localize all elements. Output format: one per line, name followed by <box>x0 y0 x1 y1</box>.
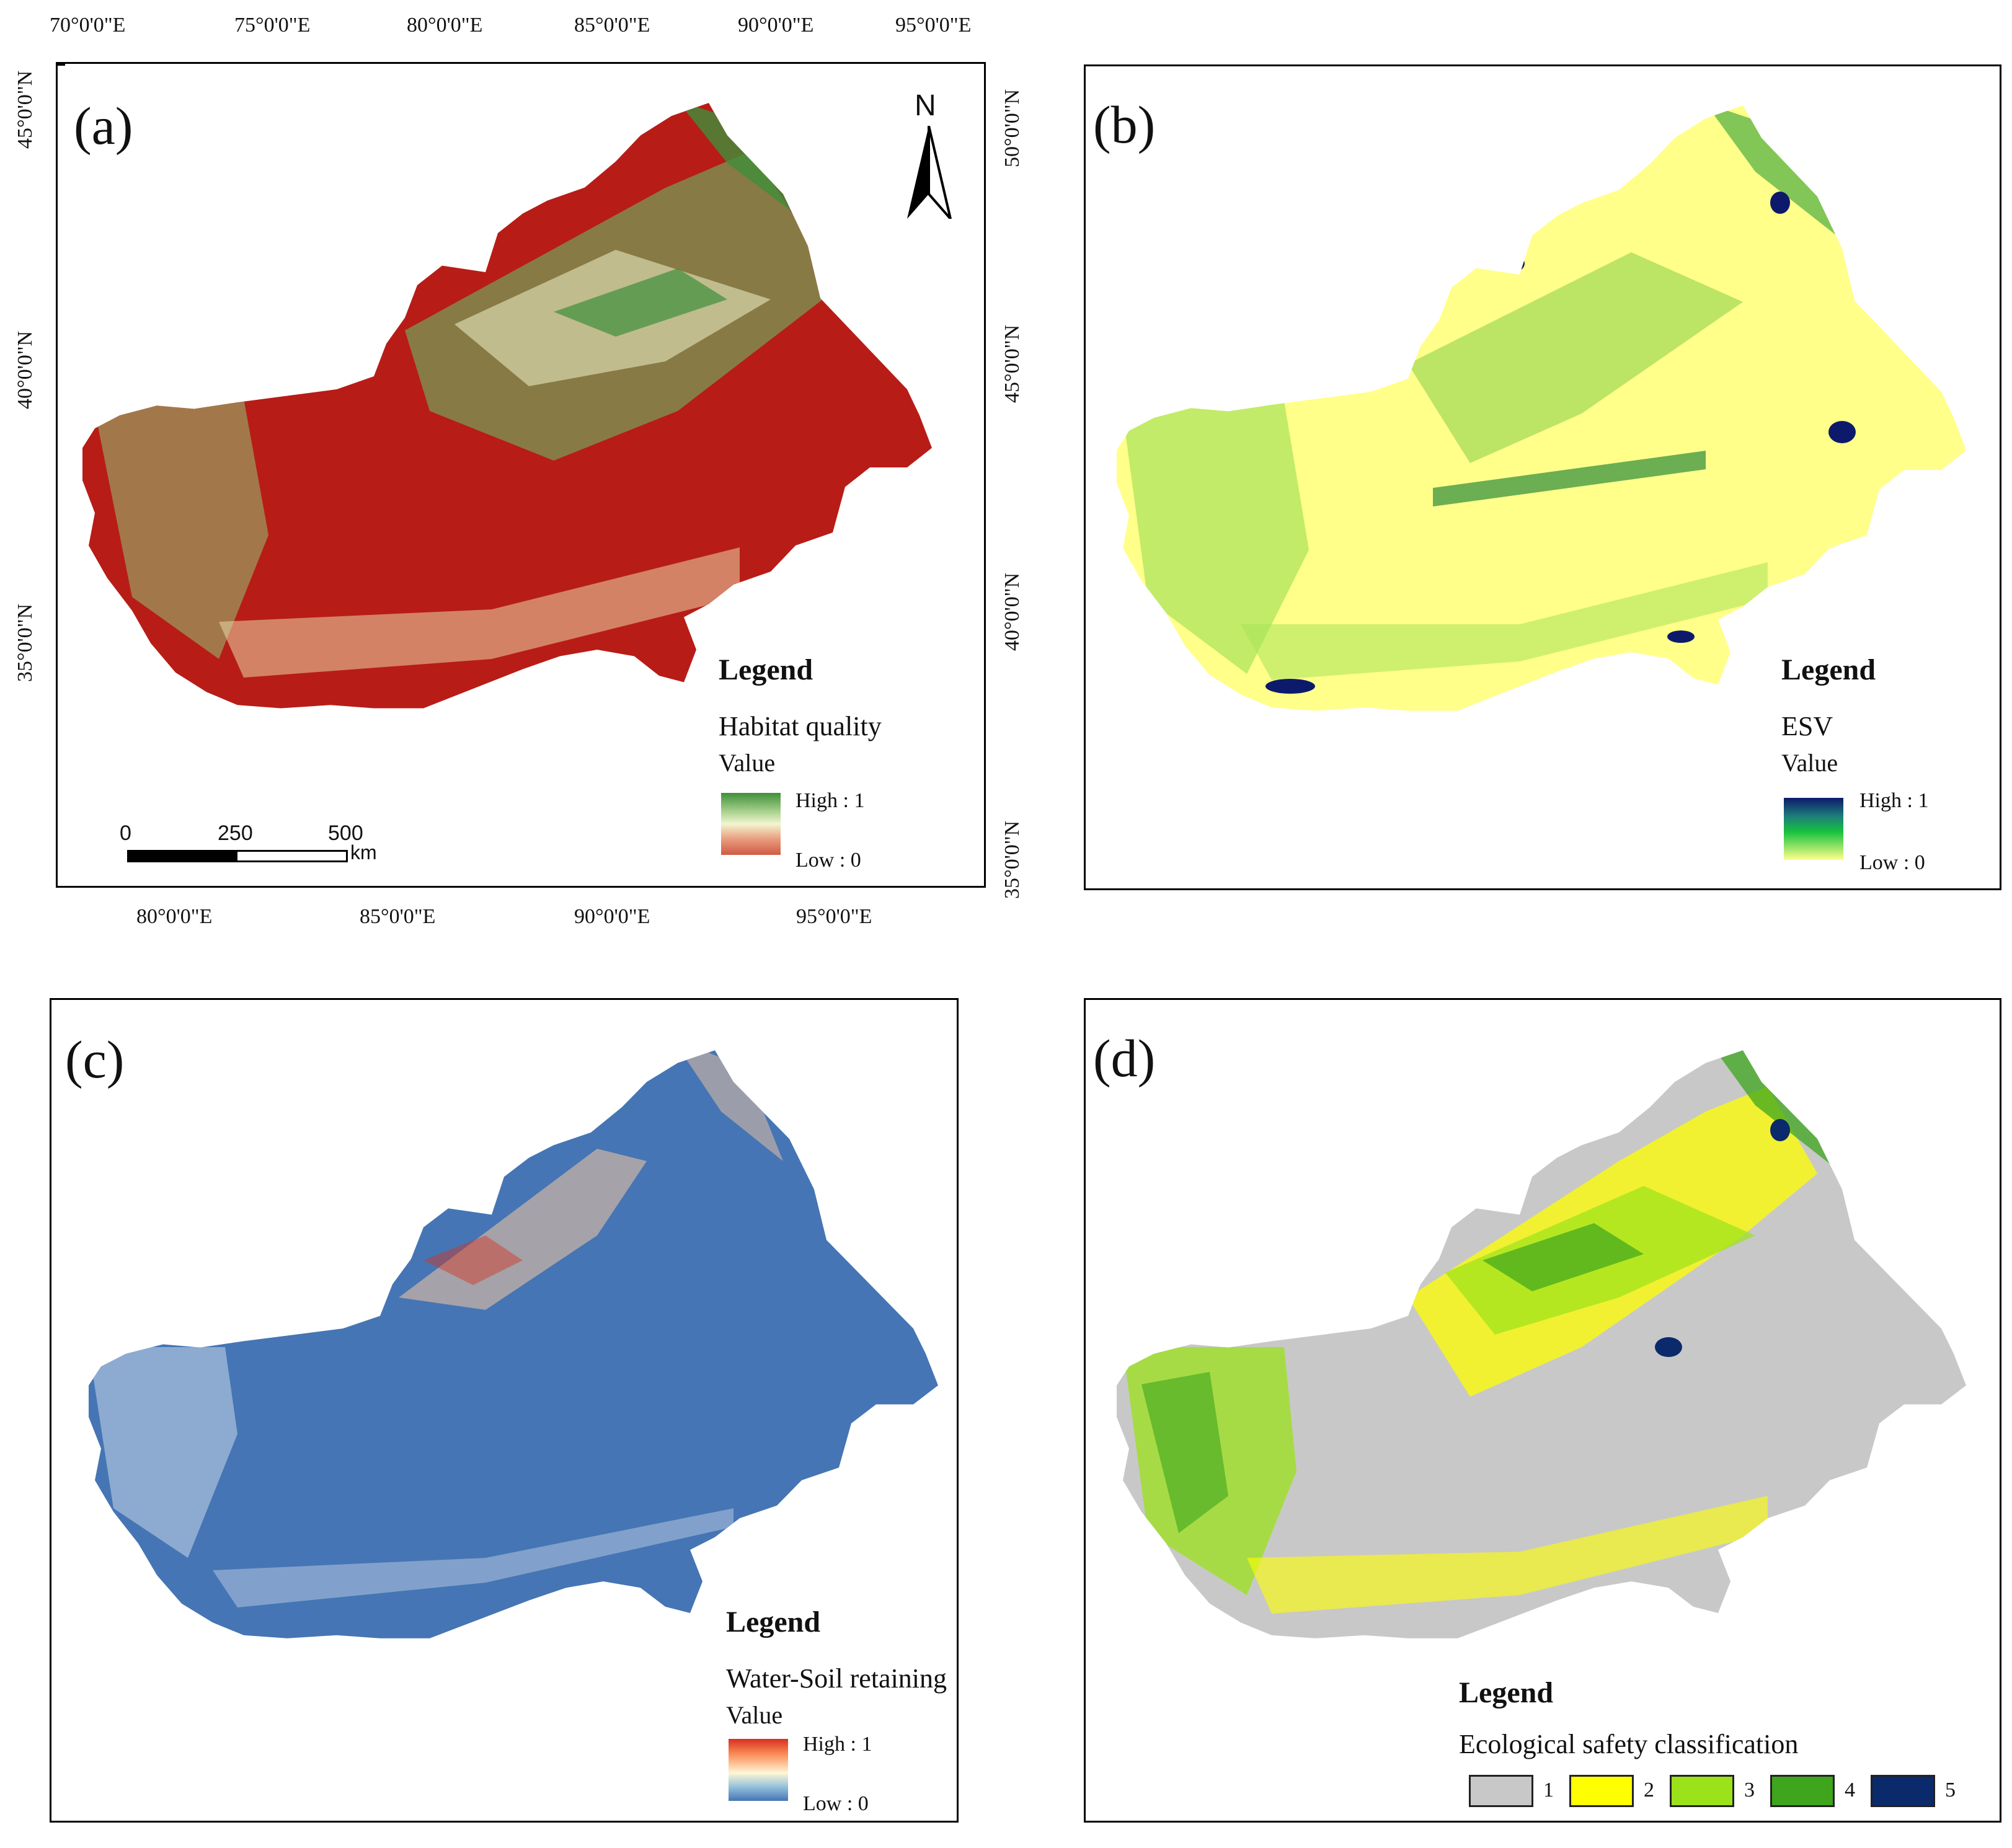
lon-bottom-95: 95°0'0"E <box>796 905 872 928</box>
scale-bar <box>127 850 348 862</box>
north-arrow-icon <box>907 126 952 219</box>
legend-value-label: Value <box>719 749 776 777</box>
color-ramp-a <box>721 793 781 855</box>
ramp-low-label: Low : 0 <box>1859 851 1925 874</box>
lat-left-35: 35°0'0"N <box>14 603 37 682</box>
lon-bottom-90: 90°0'0"E <box>574 905 650 928</box>
lat-right-40: 40°0'0"N <box>1001 572 1024 651</box>
legend-c: Legend Water-Soil retaining Value <box>726 1605 947 1730</box>
panel-label-d: (d) <box>1093 1028 1156 1088</box>
class-label-5: 5 <box>1945 1779 1956 1802</box>
legend-layer-name: ESV <box>1781 711 1833 741</box>
legend-value-label: Value <box>726 1701 783 1729</box>
legend-value-label: Value <box>1781 749 1838 777</box>
lon-top-75: 75°0'0"E <box>234 14 311 37</box>
ramp-high-label: High : 1 <box>803 1733 872 1756</box>
legend-title: Legend <box>719 653 813 686</box>
class-swatch-1 <box>1469 1775 1533 1807</box>
legend-layer-name: Ecological safety classification <box>1459 1729 1799 1759</box>
class-label-3: 3 <box>1744 1779 1755 1802</box>
class-label-4: 4 <box>1845 1779 1855 1802</box>
scale-label-500: 500 <box>328 821 363 845</box>
color-ramp-c <box>729 1739 788 1801</box>
lat-left-45: 45°0'0"N <box>14 70 37 149</box>
lat-right-35: 35°0'0"N <box>1001 820 1024 899</box>
class-swatch-3 <box>1670 1775 1734 1807</box>
lat-left-40: 40°0'0"N <box>14 330 37 409</box>
class-label-2: 2 <box>1644 1779 1654 1802</box>
legend-title: Legend <box>1459 1676 1554 1709</box>
legend-a: Legend Habitat quality Value <box>719 653 882 777</box>
panel-a: (a) N 0 250 500 km Legend Habitat qualit… <box>56 62 986 888</box>
ramp-low-label: Low : 0 <box>803 1792 869 1815</box>
ramp-high-label: High : 1 <box>795 789 865 812</box>
lon-bottom-85: 85°0'0"E <box>360 905 436 928</box>
north-label: N <box>915 89 936 122</box>
class-swatch-2 <box>1569 1775 1634 1807</box>
legend-layer-name: Water-Soil retaining <box>726 1663 947 1694</box>
scale-unit: km <box>350 841 377 864</box>
legend-d: Legend Ecological safety classification <box>1459 1676 1798 1760</box>
lon-top-95: 95°0'0"E <box>895 14 972 37</box>
panel-d: (d) Legend Ecological safety classificat… <box>1084 998 2001 1823</box>
lon-top-80: 80°0'0"E <box>407 14 483 37</box>
lon-top-90: 90°0'0"E <box>738 14 814 37</box>
legend-layer-name: Habitat quality <box>719 711 882 741</box>
panel-b: (b) Legend ESV Value High : 1 Low : 0 <box>1084 64 2001 890</box>
legend-title: Legend <box>1781 653 1876 686</box>
panel-label-b: (b) <box>1093 95 1156 154</box>
class-swatch-4 <box>1770 1775 1835 1807</box>
lon-top-70: 70°0'0"E <box>50 14 126 37</box>
legend-title: Legend <box>726 1606 821 1638</box>
lat-right-45: 45°0'0"N <box>1001 324 1024 403</box>
ramp-low-label: Low : 0 <box>795 849 861 872</box>
legend-b: Legend ESV Value <box>1781 653 1876 777</box>
esv-map <box>1117 105 1966 711</box>
color-ramp-b <box>1784 798 1843 860</box>
panel-label-c: (c) <box>65 1030 125 1089</box>
ecological-safety-map <box>1117 1050 1966 1638</box>
scale-label-250: 250 <box>218 821 253 845</box>
class-label-1: 1 <box>1543 1779 1554 1802</box>
ramp-high-label: High : 1 <box>1859 789 1929 812</box>
lat-right-50: 50°0'0"N <box>1001 89 1024 167</box>
scale-label-0: 0 <box>120 821 131 845</box>
water-soil-map <box>89 1050 938 1638</box>
lon-top-85: 85°0'0"E <box>574 14 650 37</box>
panel-label-a: (a) <box>74 96 133 156</box>
lon-bottom-80: 80°0'0"E <box>136 905 213 928</box>
class-swatch-5 <box>1871 1775 1935 1807</box>
habitat-quality-map <box>82 103 932 709</box>
panel-c: (c) Legend Water-Soil retaining Value Hi… <box>50 998 959 1823</box>
